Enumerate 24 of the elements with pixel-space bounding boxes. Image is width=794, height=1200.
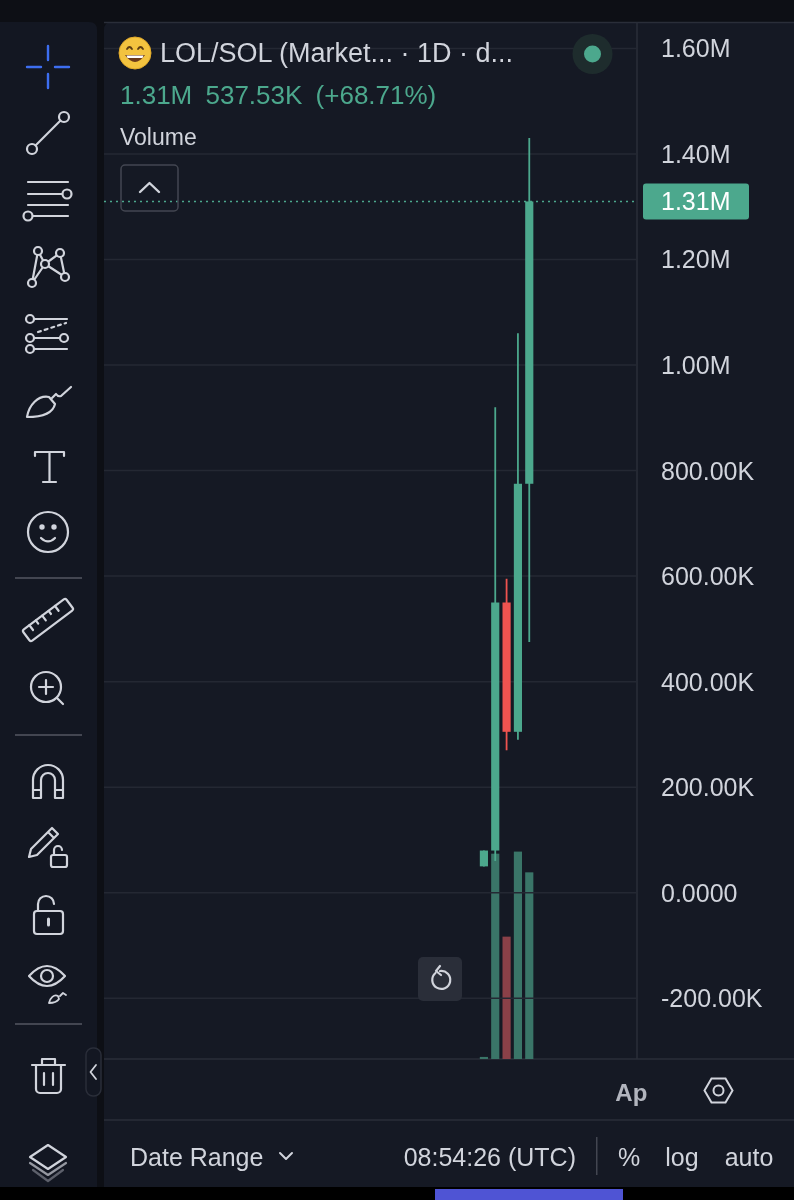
y-tick-label: 200.00K xyxy=(661,773,755,802)
y-tick-label: 800.00K xyxy=(661,456,755,485)
y-tick-label: 1.40M xyxy=(661,139,731,168)
text: auto xyxy=(724,1143,774,1171)
y-tick-label: 0.0000 xyxy=(661,878,738,907)
y-tick-label: 400.00K xyxy=(661,667,755,696)
ref-line-label: 1.31M xyxy=(661,187,731,216)
y-tick-label: 1.00M xyxy=(661,351,731,380)
text: 08:54:26 (UTC) xyxy=(403,1143,576,1171)
text: 1.31M 537.53K (+68.71%) xyxy=(120,80,437,110)
y-tick-label: 1.20M xyxy=(661,245,731,274)
chart-title: Volume xyxy=(120,124,197,150)
bar xyxy=(479,1056,488,1059)
bar xyxy=(502,936,511,1059)
x-tick-label: Ap xyxy=(615,1078,648,1106)
y-tick-label: 600.00K xyxy=(661,562,755,591)
bar xyxy=(525,872,534,1059)
y-tick-label: -200.00K xyxy=(661,984,763,1013)
text: log xyxy=(665,1143,699,1171)
text: % xyxy=(617,1143,641,1171)
text: Date Range xyxy=(130,1143,264,1171)
bar xyxy=(513,851,523,1059)
text: LOL/SOL (Market... · 1D · d... xyxy=(160,38,514,68)
y-tick-label: 1.60M xyxy=(661,34,731,63)
